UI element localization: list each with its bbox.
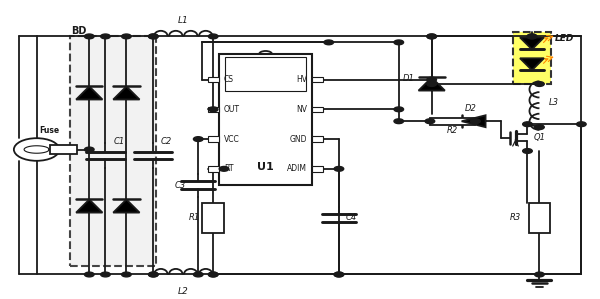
- Text: BD: BD: [71, 26, 86, 36]
- Bar: [70, 36, 157, 266]
- Circle shape: [149, 34, 158, 39]
- Bar: [312, 77, 323, 82]
- Text: R1: R1: [189, 213, 200, 222]
- Circle shape: [394, 40, 404, 45]
- Text: LED: LED: [554, 34, 574, 43]
- Circle shape: [334, 272, 344, 277]
- Bar: [208, 166, 219, 172]
- Circle shape: [149, 272, 158, 277]
- Bar: [219, 54, 312, 185]
- Bar: [529, 203, 550, 233]
- Circle shape: [427, 82, 436, 86]
- Circle shape: [193, 137, 203, 141]
- Circle shape: [14, 138, 59, 161]
- Text: Fuse: Fuse: [40, 126, 60, 135]
- Text: C3: C3: [174, 181, 185, 190]
- Bar: [208, 107, 219, 112]
- Circle shape: [523, 149, 532, 153]
- Circle shape: [208, 272, 218, 277]
- Polygon shape: [113, 199, 140, 213]
- Circle shape: [324, 40, 334, 45]
- Polygon shape: [461, 115, 485, 127]
- Circle shape: [334, 272, 344, 277]
- Text: L3: L3: [548, 98, 559, 107]
- Text: GND: GND: [290, 135, 307, 144]
- Bar: [50, 145, 77, 154]
- Bar: [512, 32, 551, 84]
- Circle shape: [101, 272, 110, 277]
- Bar: [312, 166, 323, 172]
- Text: R3: R3: [509, 213, 521, 222]
- Bar: [225, 57, 306, 91]
- Polygon shape: [520, 37, 544, 49]
- Text: OUT: OUT: [224, 105, 240, 114]
- Polygon shape: [76, 86, 103, 100]
- Text: C1: C1: [113, 137, 124, 146]
- Circle shape: [219, 167, 229, 171]
- Circle shape: [535, 272, 544, 277]
- Text: RT: RT: [224, 164, 233, 173]
- Text: L2: L2: [178, 287, 188, 296]
- Circle shape: [527, 34, 537, 39]
- Circle shape: [527, 34, 537, 39]
- Circle shape: [535, 82, 544, 86]
- Circle shape: [85, 147, 94, 152]
- Bar: [312, 136, 323, 142]
- Circle shape: [208, 107, 218, 112]
- Circle shape: [208, 272, 218, 277]
- Circle shape: [523, 122, 532, 126]
- Text: VCC: VCC: [224, 135, 240, 144]
- Circle shape: [149, 34, 158, 39]
- Circle shape: [427, 34, 436, 39]
- Circle shape: [101, 34, 110, 39]
- Circle shape: [470, 119, 480, 123]
- Text: NV: NV: [296, 105, 307, 114]
- Circle shape: [149, 272, 158, 277]
- Bar: [202, 203, 224, 233]
- Circle shape: [122, 34, 131, 39]
- Text: R2: R2: [447, 126, 458, 135]
- Polygon shape: [520, 58, 544, 70]
- Text: L1: L1: [178, 16, 188, 25]
- Text: C2: C2: [161, 137, 172, 146]
- Circle shape: [427, 34, 436, 39]
- Circle shape: [394, 107, 404, 112]
- Bar: [312, 107, 323, 112]
- Bar: [430, 118, 475, 125]
- Circle shape: [425, 119, 434, 123]
- Text: Q1: Q1: [533, 133, 545, 142]
- Circle shape: [193, 272, 203, 277]
- Text: D2: D2: [464, 104, 476, 113]
- Circle shape: [427, 77, 436, 82]
- Circle shape: [208, 34, 218, 39]
- Polygon shape: [113, 86, 140, 100]
- Text: C4: C4: [346, 213, 358, 222]
- Circle shape: [394, 119, 404, 123]
- Polygon shape: [419, 77, 445, 91]
- Circle shape: [85, 272, 94, 277]
- Circle shape: [85, 34, 94, 39]
- Circle shape: [122, 272, 131, 277]
- Text: HV: HV: [296, 75, 307, 84]
- Circle shape: [535, 125, 544, 129]
- Text: D1: D1: [403, 74, 415, 83]
- Text: ADIM: ADIM: [287, 164, 307, 173]
- Text: U1: U1: [257, 162, 274, 172]
- Circle shape: [577, 122, 586, 126]
- Text: CS: CS: [224, 75, 234, 84]
- Polygon shape: [76, 199, 103, 213]
- Bar: [208, 136, 219, 142]
- Bar: [208, 77, 219, 82]
- Circle shape: [334, 167, 344, 171]
